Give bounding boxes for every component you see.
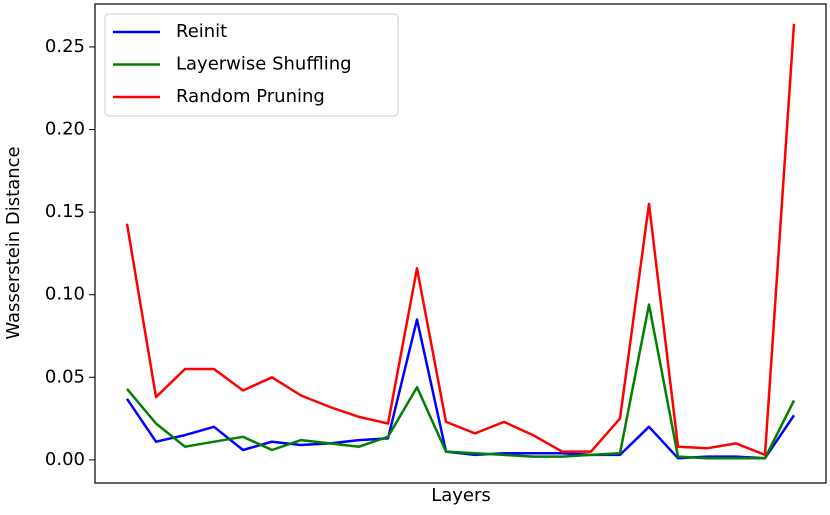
y-tick-label: 0.20 (45, 119, 85, 140)
legend-label: Layerwise Shuffling (176, 54, 352, 75)
series-line (125, 318, 796, 460)
legend-box (104, 13, 399, 117)
y-axis-label: Wasserstein Distance (3, 146, 24, 339)
y-tick-label: 0.15 (45, 201, 85, 222)
y-tick-label: 0.25 (45, 36, 85, 57)
legend-label: Reinit (176, 21, 227, 42)
x-axis-label: Layers (431, 485, 491, 506)
plot-frame (94, 3, 827, 484)
y-tick-label: 0.05 (45, 366, 85, 387)
y-tick-label: 0.00 (45, 449, 85, 470)
y-tick-label: 0.10 (45, 284, 85, 305)
legend-label: Random Pruning (176, 86, 325, 107)
series-line (126, 303, 796, 460)
series-line (125, 23, 796, 457)
